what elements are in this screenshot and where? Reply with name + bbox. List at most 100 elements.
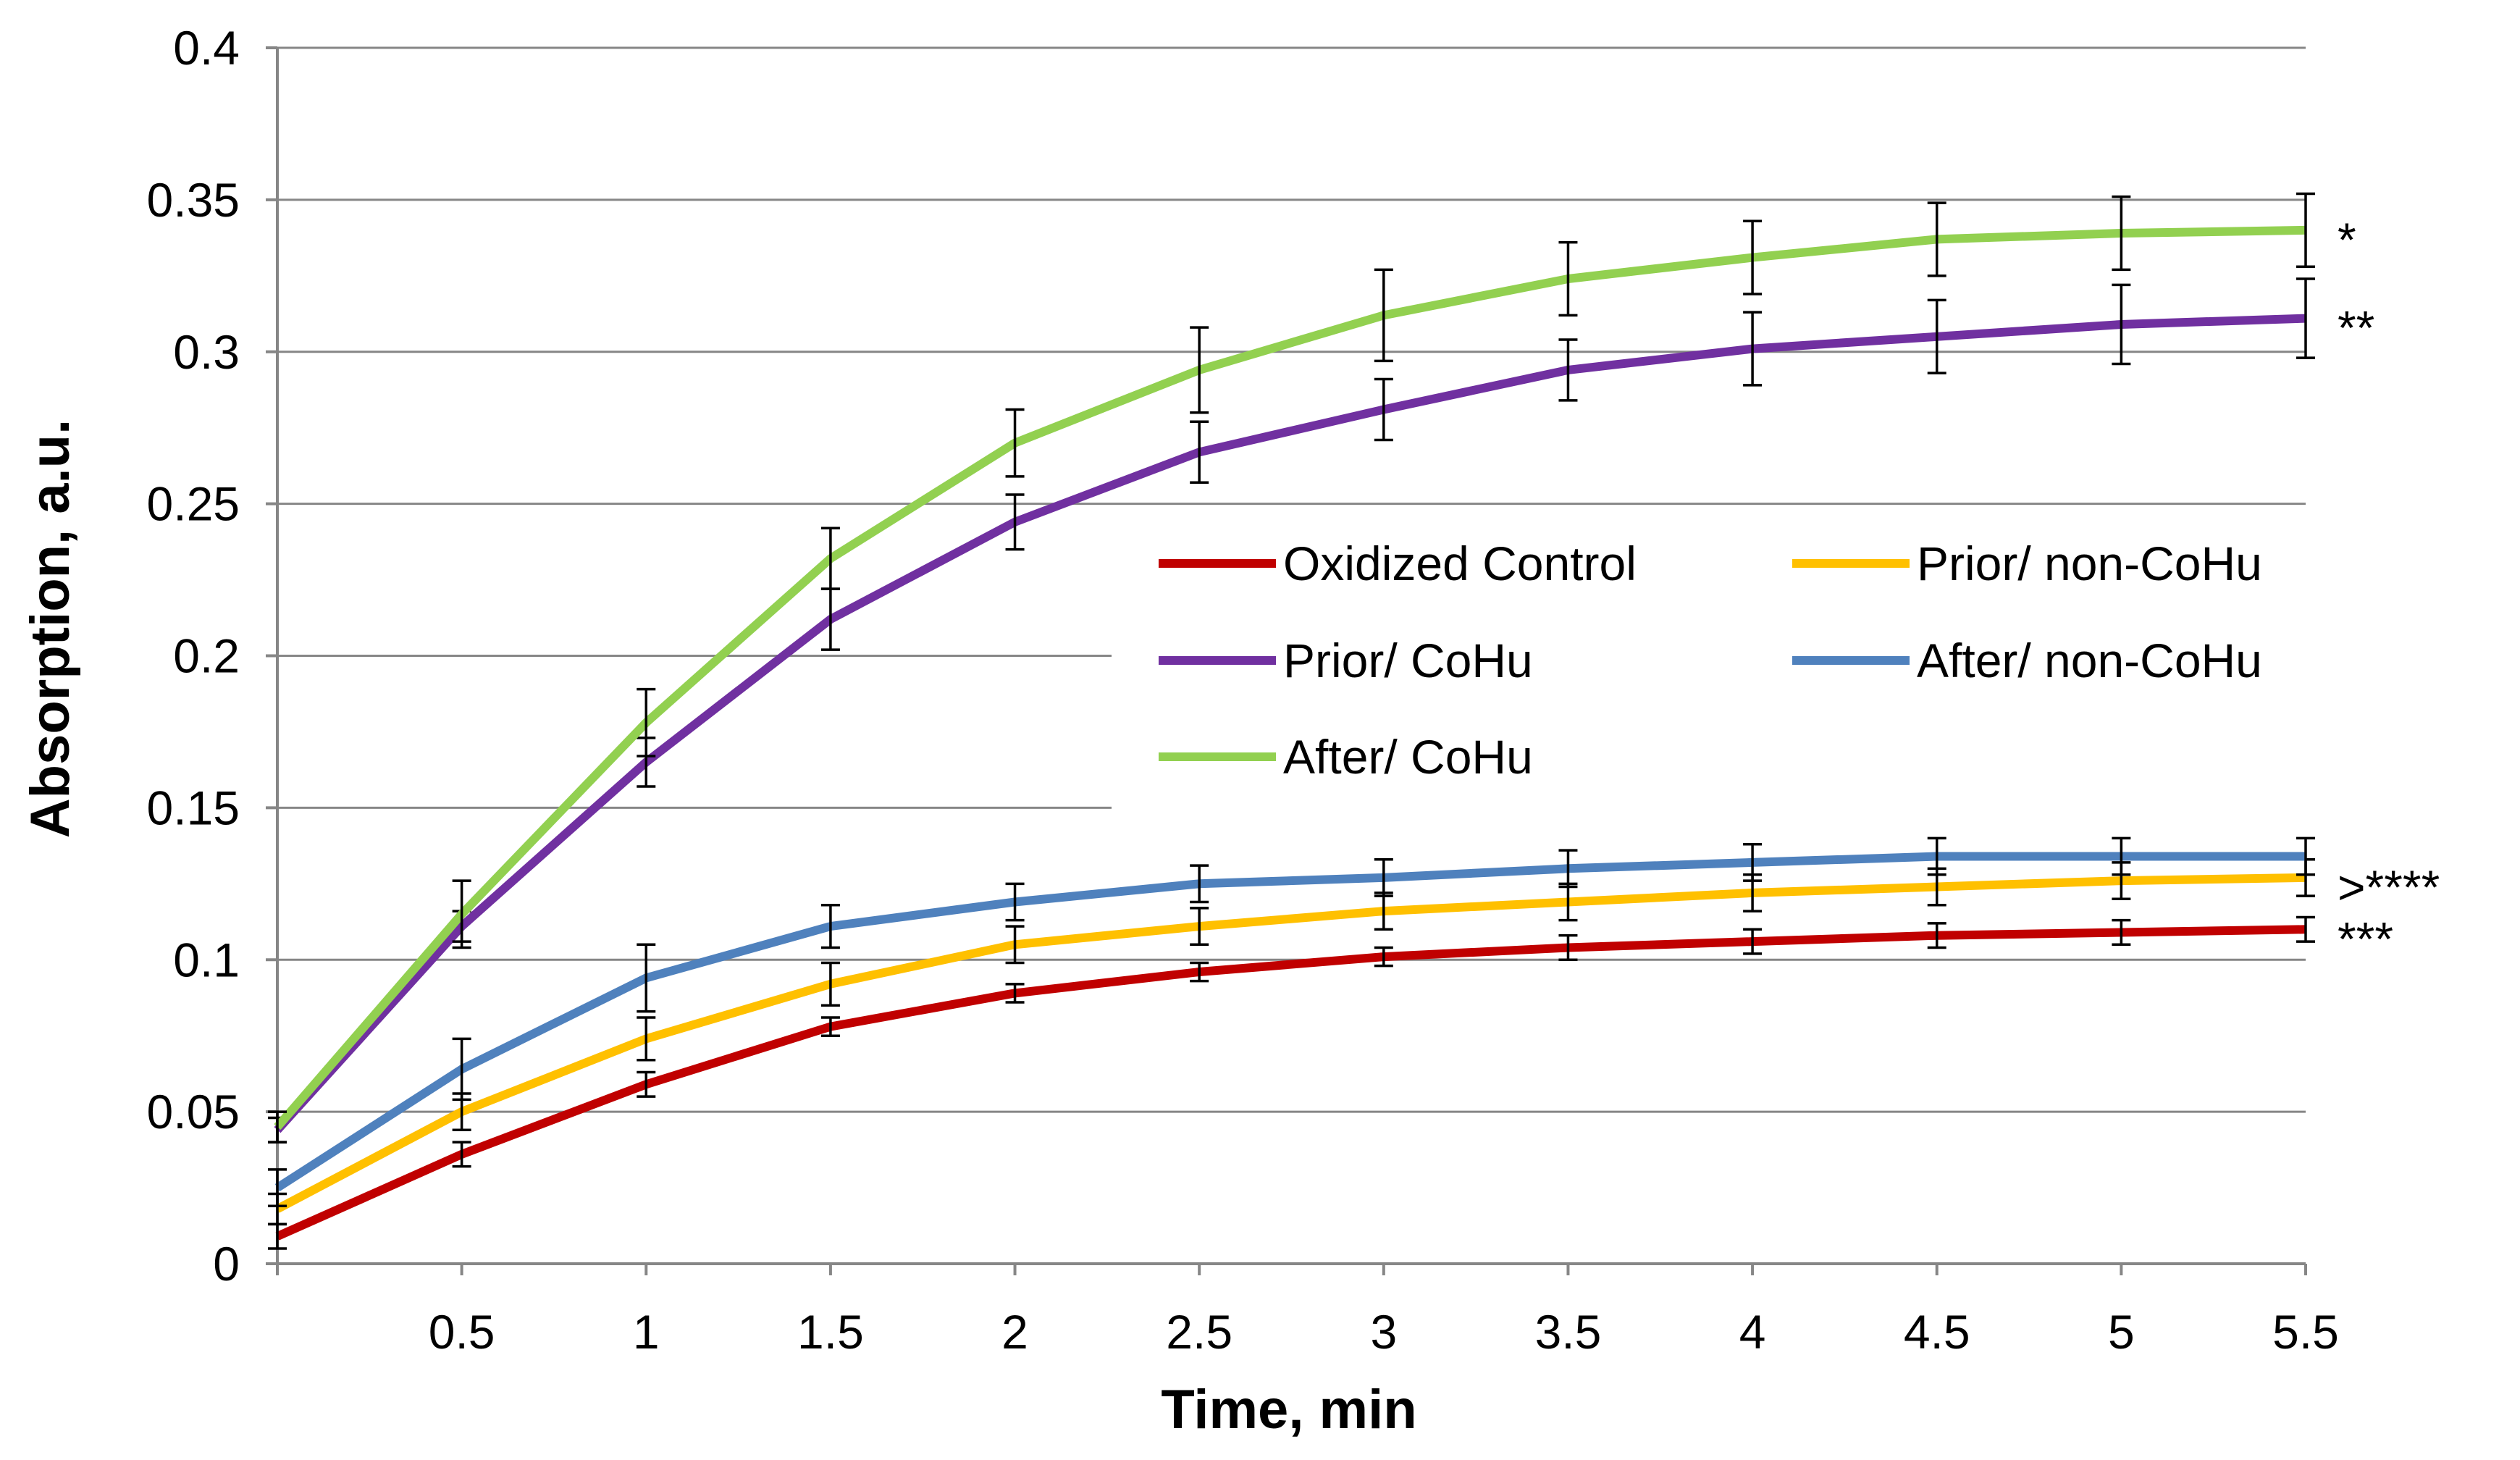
x-tick-label-7: 4 (1739, 1305, 1766, 1359)
error-bar-after-cohu-2 (637, 687, 656, 758)
error-bar-oxidized-control-6 (1374, 946, 1393, 968)
series-line-prior-non-cohu (275, 873, 2306, 1213)
legend-label-after-non-cohu: After/ non-CoHu (1917, 634, 2262, 687)
error-bar-prior-cohu-8 (1743, 311, 1763, 387)
y-axis-label: Absorption, a.u. (20, 419, 81, 838)
y-tick-label-8: 0.4 (173, 21, 240, 75)
series-line-after-cohu (274, 225, 2306, 1130)
legend-item-oxidized-control: Oxidized Control (1159, 537, 1637, 590)
error-bar-after-cohu-11 (2296, 192, 2315, 268)
x-tick-label-1: 1 (633, 1305, 660, 1359)
series-prior-non-cohu (268, 857, 2315, 1226)
y-tick-label-0: 0 (213, 1237, 240, 1291)
error-bar-after-non-cohu-9 (1927, 836, 1946, 876)
error-bar-after-cohu-9 (1927, 201, 1946, 277)
x-tick-label-0: 0.5 (429, 1305, 495, 1359)
legend: Oxidized Control Prior/ non-CoHu Prior/ Co… (1112, 507, 2343, 811)
x-axis-label: Time, min (1161, 1379, 1416, 1440)
y-tick-label-3: 0.15 (147, 781, 240, 834)
error-bar-oxidized-control-9 (1927, 922, 1946, 949)
annotation-prior-cohu: ** (2338, 301, 2374, 355)
error-bar-oxidized-control-8 (1743, 928, 1763, 955)
error-bar-prior-non-cohu-2 (637, 1016, 656, 1062)
annotation-prior-non-cohu: >**** (2338, 860, 2440, 914)
error-bar-oxidized-control-5 (1190, 961, 1209, 983)
error-bar-after-cohu-8 (1743, 219, 1763, 295)
series-after-cohu (268, 192, 2315, 1144)
error-bar-oxidized-control-11 (2296, 915, 2315, 943)
series-oxidized-control (268, 915, 2315, 1250)
legend-background (1112, 507, 2343, 811)
legend-item-after-cohu: After/ CoHu (1159, 730, 1533, 784)
x-tick-label-3: 2 (1001, 1305, 1028, 1359)
error-bar-oxidized-control-3 (820, 1016, 840, 1037)
x-tick-label-6: 3.5 (1535, 1305, 1602, 1359)
legend-item-prior-cohu: Prior/ CoHu (1159, 634, 1533, 687)
x-tick-label-5: 3 (1370, 1305, 1397, 1359)
error-bar-after-non-cohu-2 (637, 943, 656, 1013)
y-tick-label-4: 0.2 (173, 629, 240, 683)
y-tick-label-1: 0.05 (147, 1085, 240, 1138)
error-bar-prior-cohu-4 (1005, 493, 1025, 551)
error-bar-prior-non-cohu-4 (1005, 925, 1025, 965)
series-line-prior-cohu (274, 314, 2306, 1133)
error-bar-after-non-cohu-3 (820, 903, 840, 949)
error-bar-after-non-cohu-10 (2112, 836, 2131, 876)
error-bar-prior-non-cohu-3 (820, 961, 840, 1007)
error-bar-after-non-cohu-7 (1558, 849, 1578, 889)
error-bar-prior-cohu-9 (1927, 298, 1946, 374)
legend-label-prior-non-cohu: Prior/ non-CoHu (1917, 537, 2262, 590)
error-bar-prior-cohu-10 (2112, 283, 2131, 366)
error-bar-oxidized-control-4 (1005, 983, 1025, 1004)
error-bar-prior-cohu-7 (1558, 338, 1578, 402)
error-bar-prior-non-cohu-5 (1190, 907, 1209, 947)
data-series (268, 192, 2315, 1250)
x-tick-label-2: 1.5 (797, 1305, 864, 1359)
x-tick-label-4: 2.5 (1166, 1305, 1232, 1359)
error-bar-after-cohu-6 (1374, 268, 1393, 363)
error-bar-after-cohu-10 (2112, 195, 2131, 272)
significance-annotations: ***>******* (2338, 213, 2440, 965)
error-bar-after-non-cohu-0 (268, 1168, 287, 1207)
error-bar-after-cohu-5 (1190, 326, 1209, 414)
error-bar-oxidized-control-2 (637, 1070, 656, 1098)
error-bar-after-cohu-0 (268, 1110, 287, 1144)
error-bar-after-cohu-7 (1558, 240, 1578, 317)
error-bar-prior-cohu-11 (2296, 277, 2315, 359)
error-bar-prior-cohu-6 (1374, 377, 1393, 442)
series-line-after-non-cohu (274, 852, 2306, 1192)
y-tick-label-6: 0.3 (173, 325, 240, 379)
y-tick-label-2: 0.1 (173, 933, 240, 986)
error-bar-after-cohu-3 (820, 526, 840, 590)
series-after-non-cohu (268, 836, 2315, 1207)
y-tick-label-5: 0.25 (147, 477, 240, 531)
annotation-after-cohu: * (2338, 213, 2356, 267)
error-bar-oxidized-control-1 (452, 1141, 471, 1168)
error-bar-after-non-cohu-5 (1190, 864, 1209, 904)
error-bar-after-non-cohu-11 (2296, 836, 2315, 876)
error-bar-after-non-cohu-4 (1005, 882, 1025, 922)
legend-item-after-non-cohu: After/ non-CoHu (1792, 634, 2262, 687)
legend-label-prior-cohu: Prior/ CoHu (1283, 634, 1533, 687)
error-bar-after-cohu-4 (1005, 408, 1025, 478)
legend-label-after-cohu: After/ CoHu (1283, 730, 1533, 784)
legend-item-prior-non-cohu: Prior/ non-CoHu (1792, 537, 2262, 590)
legend-label-oxidized-control: Oxidized Control (1283, 537, 1637, 590)
error-bar-prior-cohu-5 (1190, 420, 1209, 484)
error-bar-after-non-cohu-8 (1743, 842, 1763, 882)
series-line-oxidized-control (275, 925, 2306, 1241)
x-tick-label-9: 5 (2108, 1305, 2135, 1359)
y-tick-label-7: 0.35 (147, 173, 240, 227)
y-tick-labels: 0 0.05 0.1 0.15 0.2 0.25 0.3 0.35 0.4 (147, 21, 277, 1291)
error-bar-after-non-cohu-1 (452, 1037, 471, 1102)
annotation-oxidized-control: *** (2338, 912, 2393, 965)
series-prior-cohu (268, 277, 2315, 1144)
x-tick-labels: 0.5 1 1.5 2 2.5 3 3.5 4 4.5 5 5.5 (276, 1264, 2339, 1359)
error-bar-after-cohu-1 (452, 879, 471, 949)
error-bar-oxidized-control-7 (1558, 934, 1578, 961)
error-bar-oxidized-control-10 (2112, 918, 2131, 947)
error-bar-after-non-cohu-6 (1374, 857, 1393, 897)
x-tick-label-8: 4.5 (1904, 1305, 1970, 1359)
x-tick-label-10: 5.5 (2272, 1305, 2339, 1359)
